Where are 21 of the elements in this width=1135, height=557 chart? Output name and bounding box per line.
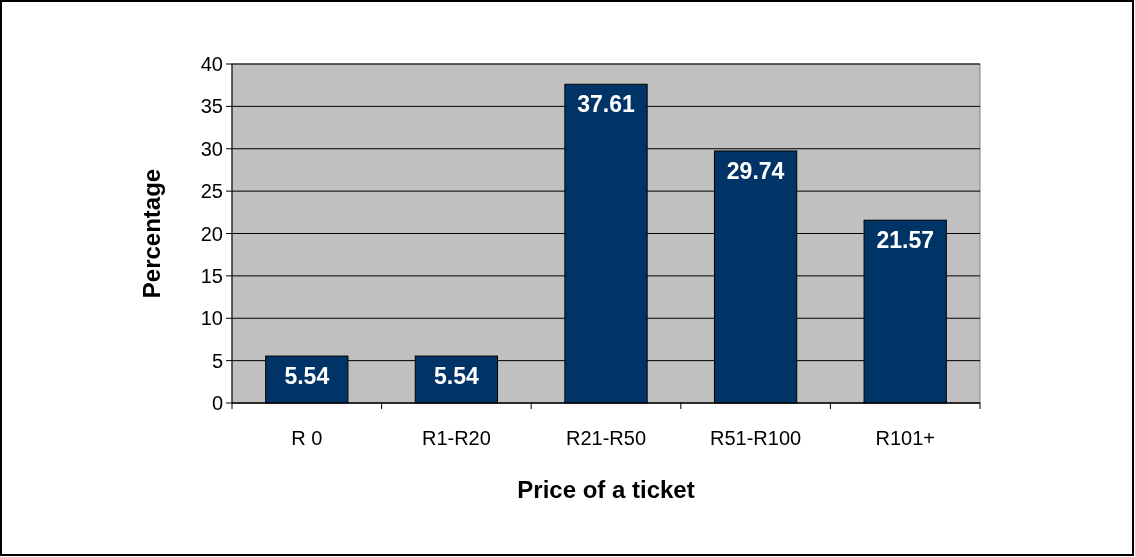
y-tick-label: 30 [200, 137, 223, 160]
y-axis-title: Percentage [138, 168, 165, 299]
data-label: 5.54 [284, 363, 330, 390]
x-tick-label: R1-R20 [421, 427, 491, 449]
x-tick-label: R101+ [875, 427, 935, 449]
x-tick-label: R 0 [291, 427, 323, 449]
data-label: 21.57 [876, 227, 934, 254]
y-tick-label: 15 [200, 264, 223, 287]
y-tick-label: 20 [200, 222, 223, 245]
y-tick-label: 40 [200, 53, 223, 75]
x-axis-title: Price of a ticket [517, 476, 695, 503]
data-label: 5.54 [434, 363, 479, 390]
x-tick-label: R51-R100 [710, 427, 802, 449]
y-tick-label: 35 [200, 95, 223, 118]
y-tick-label: 0 [211, 392, 223, 414]
x-tick-label: R21-R50 [565, 427, 647, 449]
y-tick-label: 25 [200, 180, 223, 203]
y-tick-label: 10 [200, 307, 223, 330]
data-label: 29.74 [726, 157, 785, 184]
data-label: 37.61 [577, 91, 635, 118]
y-tick-label: 5 [211, 349, 223, 372]
